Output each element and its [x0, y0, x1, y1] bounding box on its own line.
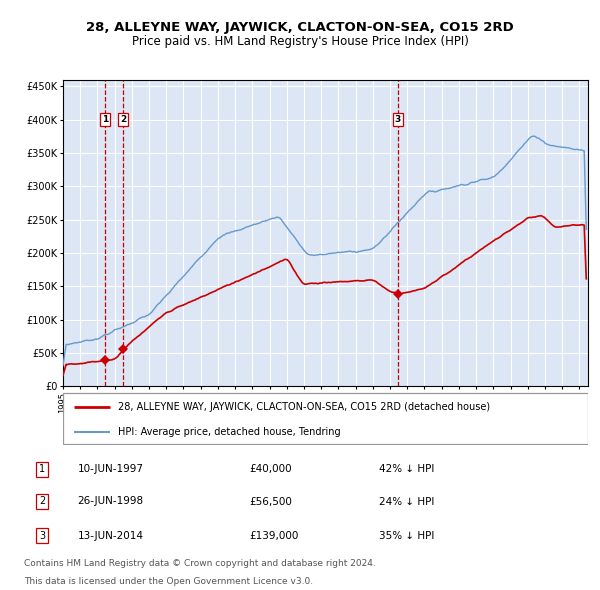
Text: 26-JUN-1998: 26-JUN-1998 [77, 497, 144, 506]
Text: 28, ALLEYNE WAY, JAYWICK, CLACTON-ON-SEA, CO15 2RD (detached house): 28, ALLEYNE WAY, JAYWICK, CLACTON-ON-SEA… [118, 402, 490, 412]
FancyBboxPatch shape [63, 394, 588, 444]
Text: Contains HM Land Registry data © Crown copyright and database right 2024.: Contains HM Land Registry data © Crown c… [24, 559, 376, 568]
Text: £139,000: £139,000 [250, 530, 299, 540]
Text: This data is licensed under the Open Government Licence v3.0.: This data is licensed under the Open Gov… [24, 576, 313, 585]
Text: 2: 2 [39, 497, 45, 506]
Text: 1: 1 [39, 464, 45, 474]
Text: HPI: Average price, detached house, Tendring: HPI: Average price, detached house, Tend… [118, 427, 341, 437]
Text: 35% ↓ HPI: 35% ↓ HPI [379, 530, 434, 540]
Text: 28, ALLEYNE WAY, JAYWICK, CLACTON-ON-SEA, CO15 2RD: 28, ALLEYNE WAY, JAYWICK, CLACTON-ON-SEA… [86, 21, 514, 34]
Text: 1: 1 [102, 115, 108, 124]
Text: 24% ↓ HPI: 24% ↓ HPI [379, 497, 434, 506]
Text: 10-JUN-1997: 10-JUN-1997 [77, 464, 143, 474]
Text: Price paid vs. HM Land Registry's House Price Index (HPI): Price paid vs. HM Land Registry's House … [131, 35, 469, 48]
Text: £40,000: £40,000 [250, 464, 292, 474]
Text: 13-JUN-2014: 13-JUN-2014 [77, 530, 143, 540]
Text: 3: 3 [39, 530, 45, 540]
Text: 42% ↓ HPI: 42% ↓ HPI [379, 464, 434, 474]
Text: £56,500: £56,500 [250, 497, 292, 506]
Text: 2: 2 [120, 115, 126, 124]
Text: 3: 3 [394, 115, 401, 124]
